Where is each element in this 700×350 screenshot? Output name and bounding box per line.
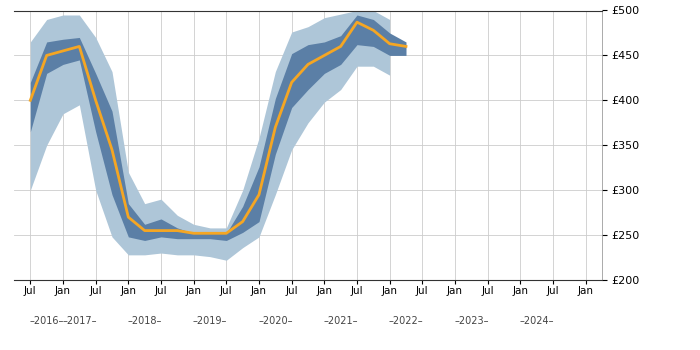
Text: –2021–: –2021– <box>323 316 358 326</box>
Text: –2024–: –2024– <box>519 316 554 326</box>
Text: –2018–: –2018– <box>127 316 162 326</box>
Text: –2016–: –2016– <box>29 316 64 326</box>
Text: –2017–: –2017– <box>62 316 97 326</box>
Text: –2022–: –2022– <box>389 316 424 326</box>
Text: –2019–: –2019– <box>193 316 228 326</box>
Text: –2020–: –2020– <box>258 316 293 326</box>
Text: –2023–: –2023– <box>454 316 489 326</box>
